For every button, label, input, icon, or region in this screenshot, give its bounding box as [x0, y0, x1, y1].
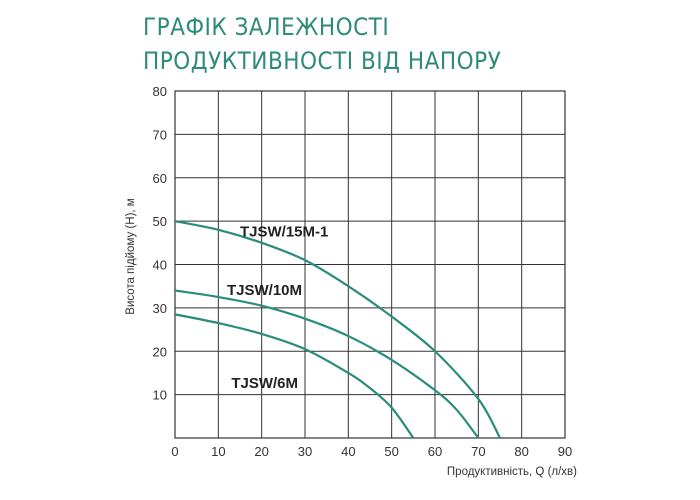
- x-tick-label: 60: [428, 444, 442, 459]
- y-tick-label: 20: [153, 344, 167, 359]
- y-tick-label: 60: [153, 171, 167, 186]
- x-tick-label: 50: [384, 444, 398, 459]
- x-tick-label: 90: [558, 444, 572, 459]
- x-axis-label: Продуктивність, Q (л/хв): [447, 466, 577, 478]
- y-tick-label: 80: [153, 84, 167, 99]
- series-label: TJSW/10M: [227, 282, 302, 299]
- y-tick-label: 10: [153, 388, 167, 403]
- series-line: [174, 220, 501, 439]
- x-tick-label: 70: [471, 444, 485, 459]
- series-label: TJSW/6M: [231, 375, 298, 392]
- x-tick-label: 40: [341, 444, 355, 459]
- x-tick-label: 0: [171, 444, 178, 459]
- y-tick-label: 50: [153, 214, 167, 229]
- x-tick-label: 10: [211, 444, 225, 459]
- series-label: TJSW/15M-1: [240, 223, 328, 240]
- x-tick-label: 80: [514, 444, 528, 459]
- x-tick-label: 30: [298, 444, 312, 459]
- series-line: [174, 289, 480, 439]
- plot-frame: [174, 90, 566, 439]
- y-tick-label: 40: [153, 258, 167, 273]
- y-tick-label: 70: [153, 127, 167, 142]
- y-tick-label: 30: [153, 301, 167, 316]
- x-tick-label: 20: [254, 444, 268, 459]
- chart-title: ГРАФІК ЗАЛЕЖНОСТІ ПРОДУКТИВНОСТІ ВІД НАП…: [143, 10, 501, 78]
- y-axis-label: Висота підйому (H), м: [125, 198, 137, 314]
- chart-title-line-1: ГРАФІК ЗАЛЕЖНОСТІ: [143, 13, 390, 41]
- series-line: [174, 313, 415, 439]
- chart-title-line-2: ПРОДУКТИВНОСТІ ВІД НАПОРУ: [143, 47, 502, 75]
